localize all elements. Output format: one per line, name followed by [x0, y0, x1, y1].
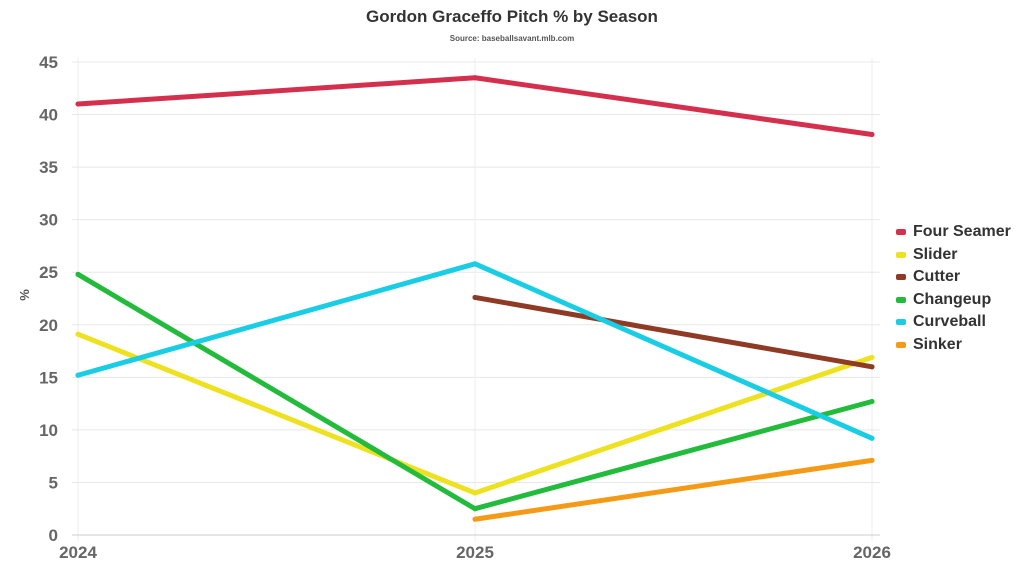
data-point-changeup: [472, 506, 478, 512]
chart-subtitle: Source: baseballsavant.mlb.com: [449, 34, 575, 43]
legend-item-slider: Slider: [896, 244, 1011, 267]
y-axis-label: %: [17, 289, 32, 301]
legend-item-changeup: Changeup: [896, 289, 1011, 312]
legend-swatch: [896, 296, 906, 303]
data-point-four-seamer: [75, 101, 81, 107]
legend-swatch: [896, 341, 906, 348]
data-point-curveball: [75, 372, 81, 378]
legend-swatch: [896, 319, 906, 326]
y-tick-label: 45: [39, 53, 58, 72]
x-tick-label: 2025: [456, 543, 494, 562]
legend-label: Changeup: [913, 290, 992, 308]
legend-item-sinker: Sinker: [896, 334, 1011, 357]
x-tick-label: 2024: [59, 543, 97, 562]
data-point-curveball: [869, 435, 875, 441]
data-point-four-seamer: [869, 132, 875, 138]
legend-swatch: [896, 274, 906, 281]
data-point-changeup: [869, 399, 875, 405]
chart-title: Gordon Graceffo Pitch % by Season: [366, 7, 658, 26]
legend: Four Seamer Slider Cutter Changeup Curveball…: [896, 221, 1011, 356]
y-tick-label: 35: [39, 158, 58, 177]
data-point-sinker: [869, 457, 875, 463]
y-tick-label: 20: [39, 316, 58, 335]
series-lines: [75, 75, 875, 522]
data-point-cutter: [869, 364, 875, 370]
legend-label: Curveball: [913, 313, 986, 331]
data-point-changeup: [75, 271, 81, 277]
legend-label: Four Seamer: [913, 223, 1011, 241]
data-point-slider: [869, 354, 875, 360]
data-point-sinker: [472, 516, 478, 522]
y-tick-label: 40: [39, 106, 58, 125]
x-tick-label: 2026: [853, 543, 891, 562]
legend-item-cutter: Cutter: [896, 266, 1011, 289]
legend-swatch: [896, 229, 906, 236]
legend-label: Sinker: [913, 335, 962, 353]
y-tick-label: 30: [39, 211, 58, 230]
y-tick-label: 25: [39, 263, 58, 282]
data-point-four-seamer: [472, 75, 478, 81]
y-tick-label: 10: [39, 421, 58, 440]
legend-item-curveball: Curveball: [896, 311, 1011, 334]
data-point-curveball: [472, 261, 478, 267]
y-tick-label: 15: [39, 368, 58, 387]
series-line-sinker: [472, 457, 875, 522]
y-tick-label: 5: [49, 473, 58, 492]
data-point-slider: [472, 490, 478, 496]
data-point-cutter: [472, 294, 478, 300]
y-tick-label: 0: [49, 526, 58, 545]
series-line-cutter: [472, 294, 875, 370]
data-point-slider: [75, 331, 81, 337]
legend-label: Slider: [913, 245, 958, 263]
legend-swatch: [896, 251, 906, 258]
legend-item-four-seamer: Four Seamer: [896, 221, 1011, 244]
legend-label: Cutter: [913, 268, 961, 286]
